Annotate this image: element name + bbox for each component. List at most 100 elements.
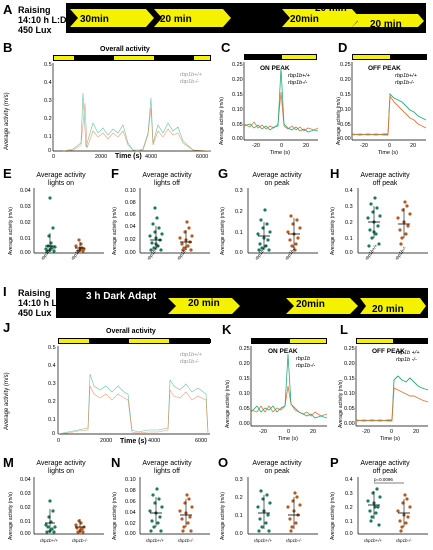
xcat-o-0: rbp1b+/+	[254, 538, 273, 543]
title-n-line2: lights off	[154, 468, 180, 475]
ytick-k-5: 0.00	[239, 421, 250, 427]
panel-label-a: A	[3, 2, 13, 17]
chart-j	[57, 346, 210, 435]
title-n-line1: Average activity	[142, 460, 192, 467]
title-f-line2: lights off	[154, 180, 180, 187]
ytick-c-2: 0.15	[232, 92, 243, 98]
ytick-k-1: 0.20	[239, 361, 250, 367]
light-bar-b	[53, 55, 211, 61]
ytick-n-3: 0.04	[125, 510, 136, 516]
legend-c-mut: rbp1b-/-	[288, 80, 308, 86]
legend-d: rbp1b+/+ rbp1b-/-	[395, 73, 417, 87]
ytick-m-4: 0.00	[20, 531, 31, 537]
ytick-f-0: 0.10	[125, 188, 136, 194]
ytick-h-2: 0.2	[345, 220, 353, 226]
ylabel-h: Average activity (m/s)	[330, 207, 336, 255]
ytick-l-2: 0.15	[344, 376, 355, 382]
xlabel-k: Time (s)	[278, 436, 298, 442]
xtick-b-1: 2000	[95, 154, 108, 160]
dotplot-g	[247, 188, 318, 254]
title-o: Average activity on peak	[242, 460, 312, 476]
ytick-e-1: 0.03	[20, 204, 31, 210]
ytick-d-3: 0.10	[340, 107, 351, 113]
ytick-e-2: 0.02	[20, 220, 31, 226]
title-p-line1: Average activity	[360, 460, 410, 467]
ytick-n-4: 0.02	[125, 521, 136, 527]
ytick-d-4: 0.05	[340, 122, 351, 128]
ytick-d-5: 0.00	[340, 136, 351, 142]
ytick-m-1: 0.03	[20, 491, 31, 497]
legend-b: rbp1b+/+ rbp1b-/-	[180, 72, 202, 86]
segment-a-5: 20 min	[315, 3, 347, 14]
title-o-line2: on peak	[264, 468, 290, 475]
ylabel-m: Average activity (m/s)	[8, 492, 14, 540]
ytick-f-1: 0.08	[125, 200, 136, 206]
segment-a-2: 20 min	[160, 14, 192, 25]
dotplot-h	[357, 188, 428, 254]
dotplot-f	[139, 188, 210, 254]
ytick-b-4: 0.1	[44, 134, 52, 140]
xlabel-c: Time (s)	[270, 150, 290, 156]
dotplot-e	[33, 188, 104, 254]
ytick-o-1: 0.2	[235, 495, 243, 501]
panel-label-i: I	[3, 284, 7, 299]
title-m: Average activity lights on	[26, 460, 96, 476]
conditions-i: Raising 14:10 h L:D 450 Lux	[18, 288, 67, 318]
ytick-e-3: 0.01	[20, 236, 31, 242]
ytick-p-1: 0.3	[345, 491, 353, 497]
condition-raising-a: Raising	[18, 5, 51, 15]
ytick-c-3: 0.10	[232, 107, 243, 113]
ytick-c-0: 0.25	[232, 62, 243, 68]
ytick-n-1: 0.08	[125, 488, 136, 494]
ytick-g-3: 0.0	[235, 250, 243, 256]
xtick-k-1: 0	[287, 429, 291, 435]
panel-label-n: N	[111, 455, 121, 470]
title-h-line2: off peak	[372, 180, 398, 187]
condition-lux-i: 450 Lux	[18, 308, 52, 318]
xtick-d-0: -20	[360, 143, 368, 149]
ylabel-n: Average activity (m/s)	[112, 492, 118, 540]
title-d: OFF PEAK	[368, 65, 401, 72]
ytick-j-3: 0.2	[48, 399, 56, 405]
panel-label-b: B	[3, 40, 13, 55]
ytick-k-0: 0.25	[239, 346, 250, 352]
chart-d	[351, 62, 427, 141]
light-bar-d	[352, 54, 427, 60]
segment-i-1: 3 h Dark Adapt	[86, 291, 157, 302]
title-p-line2: off peak	[372, 468, 398, 475]
ytick-l-0: 0.25	[344, 346, 355, 352]
ytick-m-0: 0.04	[20, 477, 31, 483]
xtick-b-0: 0	[52, 154, 56, 160]
ylabel-e: Average activity (m/s)	[8, 207, 14, 255]
chart-c	[243, 62, 319, 141]
ylabel-o: Average activity (m/s)	[220, 492, 226, 540]
segment-i-3: 20 min	[244, 289, 276, 300]
ylabel-g: Average activity (m/s)	[220, 207, 226, 255]
xtick-k-0: -20	[259, 429, 267, 435]
title-m-line2: lights on	[47, 468, 75, 475]
legend-l-wt: rbp1b +/+	[396, 350, 420, 356]
panel-label-e: E	[3, 166, 12, 181]
ytick-k-3: 0.10	[239, 391, 250, 397]
panel-label-k: K	[222, 322, 232, 337]
panel-label-d: D	[338, 40, 348, 55]
ytick-b-1: 0.4	[44, 80, 52, 86]
segment-i-4: 20min	[296, 299, 325, 310]
title-g-line2: on peak	[264, 180, 290, 187]
title-h-line1: Average activity	[360, 172, 410, 179]
title-c: ON PEAK	[260, 65, 290, 72]
conditions-a: Raising 14:10 h L:D 450 Lux	[18, 5, 67, 35]
ytick-l-5: 0.00	[344, 421, 355, 427]
title-j: Overall activity	[106, 328, 156, 335]
segment-a-3: 20 min	[236, 3, 268, 14]
panel-label-p: P	[330, 455, 339, 470]
ytick-j-5: 0	[52, 431, 56, 437]
ytick-f-4: 0.02	[125, 237, 136, 243]
xlabel-l: Time (s)	[380, 436, 400, 442]
chart-b	[52, 63, 212, 152]
dotplot-n	[139, 477, 210, 535]
ytick-j-1: 0.4	[48, 363, 56, 369]
ytick-e-0: 0.04	[20, 188, 31, 194]
ytick-b-0: 0.5	[44, 62, 52, 68]
ytick-h-0: 0.4	[345, 188, 353, 194]
